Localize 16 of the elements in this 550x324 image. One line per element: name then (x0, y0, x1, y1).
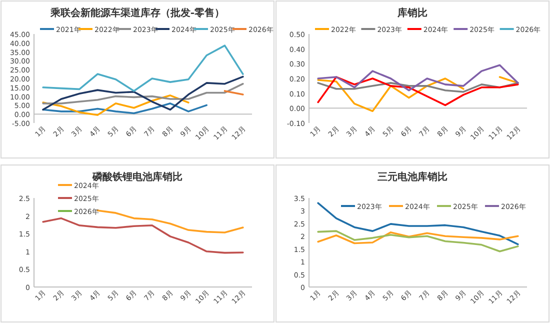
chart-title: 乘联会新能源车渠道库存（批发-零售） (49, 7, 225, 19)
chart-title: 三元电池库销比 (378, 171, 448, 183)
line-series (42, 82, 244, 104)
line-series (42, 76, 244, 111)
line-series (317, 82, 519, 93)
chart-title: 磷酸铁锂电池库销比 (92, 171, 182, 183)
chart-title: 库销比 (396, 7, 428, 19)
line-series (42, 102, 208, 114)
line-series (317, 76, 519, 106)
line-series (317, 230, 519, 252)
line-series (317, 64, 519, 92)
line-series (42, 44, 244, 92)
line-series (317, 202, 519, 246)
line-series (317, 231, 519, 244)
line-series (42, 94, 190, 116)
line-series (42, 217, 244, 254)
